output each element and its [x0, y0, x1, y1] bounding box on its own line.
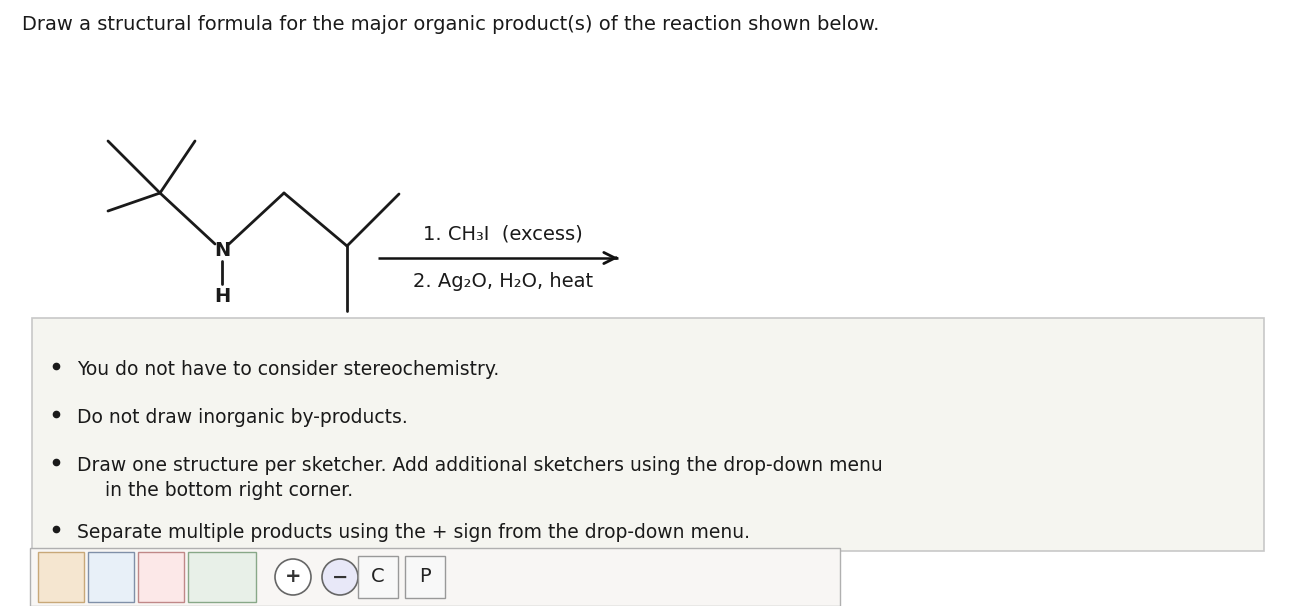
Text: in the bottom right corner.: in the bottom right corner. [105, 481, 353, 500]
Text: Separate multiple products using the + sign from the drop-down menu.: Separate multiple products using the + s… [76, 523, 750, 542]
Text: 2. Ag₂O, H₂O, heat: 2. Ag₂O, H₂O, heat [413, 272, 594, 291]
Bar [358, 556, 398, 598]
Text: +: + [285, 567, 301, 587]
Text: P: P [419, 567, 430, 587]
Bar [30, 548, 840, 606]
Bar [32, 318, 1264, 551]
Text: You do not have to consider stereochemistry.: You do not have to consider stereochemis… [76, 360, 499, 379]
Bar [188, 552, 257, 602]
Text: N: N [214, 242, 231, 261]
Text: Draw a structural formula for the major organic product(s) of the reaction shown: Draw a structural formula for the major … [22, 15, 880, 34]
Circle shape [275, 559, 311, 595]
Text: −: − [332, 567, 349, 587]
Bar [88, 552, 133, 602]
Text: Draw one structure per sketcher. Add additional sketchers using the drop-down me: Draw one structure per sketcher. Add add… [76, 456, 883, 475]
Text: H: H [214, 287, 231, 305]
Bar [404, 556, 445, 598]
Bar [38, 552, 84, 602]
Bar [137, 552, 184, 602]
Circle shape [321, 559, 358, 595]
Text: C: C [371, 567, 385, 587]
Text: Do not draw inorganic by-products.: Do not draw inorganic by-products. [76, 408, 408, 427]
Text: 1. CH₃I  (excess): 1. CH₃I (excess) [422, 225, 583, 244]
